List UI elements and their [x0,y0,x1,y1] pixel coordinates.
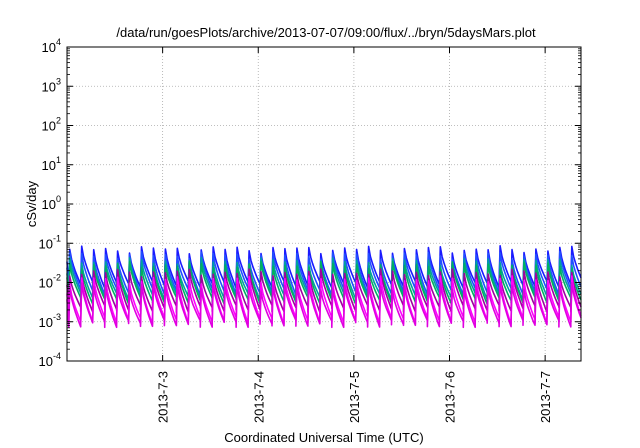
x-axis-label: Coordinated Universal Time (UTC) [224,430,423,445]
y-tick-label: 101 [42,155,61,173]
y-tick-label: 10-4 [39,351,61,369]
x-tick-label: 2013-7-4 [251,371,266,423]
y-tick-label: 10-3 [39,312,61,330]
x-tick-label: 2013-7-3 [156,371,171,423]
x-axis: 2013-7-3 2013-7-4 2013-7-5 2013-7-6 2013-7-7 [156,47,553,423]
y-tick-label: 10-2 [39,273,61,291]
y-tick-label: 103 [42,76,61,94]
series-layer [66,245,582,329]
x-tick-label: 2013-7-6 [443,371,458,423]
grid [67,47,581,361]
y-tick-label: 102 [42,116,61,134]
chart-title: /data/run/goesPlots/archive/2013-07-07/0… [116,25,536,40]
series-line [66,282,582,329]
x-tick-label: 2013-7-5 [347,371,362,423]
y-axis: 10-4 10-3 10-2 10-1 100 101 102 103 104 [39,37,581,369]
y-tick-label: 104 [42,37,61,55]
y-tick-label: 10-1 [39,233,61,251]
y-tick-label: 100 [42,194,61,212]
plot-frame [66,46,582,362]
x-tick-label: 2013-7-7 [538,371,553,423]
y-axis-label: cSv/day [24,180,39,227]
